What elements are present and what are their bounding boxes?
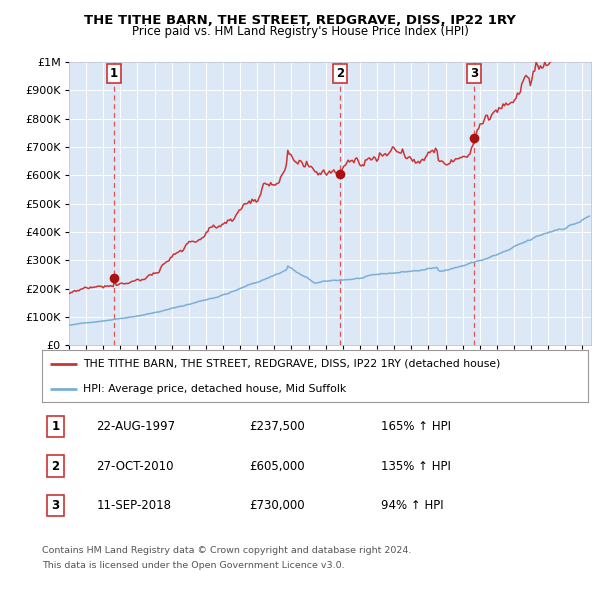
Text: 1: 1 xyxy=(110,67,118,80)
Text: 1: 1 xyxy=(52,420,60,433)
Text: 2: 2 xyxy=(52,460,60,473)
Text: 22-AUG-1997: 22-AUG-1997 xyxy=(97,420,176,433)
Text: 2: 2 xyxy=(335,67,344,80)
Text: THE TITHE BARN, THE STREET, REDGRAVE, DISS, IP22 1RY: THE TITHE BARN, THE STREET, REDGRAVE, DI… xyxy=(84,14,516,27)
Text: 94% ↑ HPI: 94% ↑ HPI xyxy=(380,499,443,512)
Text: THE TITHE BARN, THE STREET, REDGRAVE, DISS, IP22 1RY (detached house): THE TITHE BARN, THE STREET, REDGRAVE, DI… xyxy=(83,359,500,369)
Text: 27-OCT-2010: 27-OCT-2010 xyxy=(97,460,174,473)
Text: 135% ↑ HPI: 135% ↑ HPI xyxy=(380,460,451,473)
Text: £730,000: £730,000 xyxy=(250,499,305,512)
Text: Contains HM Land Registry data © Crown copyright and database right 2024.: Contains HM Land Registry data © Crown c… xyxy=(42,546,412,555)
Text: 11-SEP-2018: 11-SEP-2018 xyxy=(97,499,172,512)
Text: 165% ↑ HPI: 165% ↑ HPI xyxy=(380,420,451,433)
Text: £237,500: £237,500 xyxy=(250,420,305,433)
Text: £605,000: £605,000 xyxy=(250,460,305,473)
Text: HPI: Average price, detached house, Mid Suffolk: HPI: Average price, detached house, Mid … xyxy=(83,384,346,394)
Text: This data is licensed under the Open Government Licence v3.0.: This data is licensed under the Open Gov… xyxy=(42,560,344,569)
Text: 3: 3 xyxy=(52,499,60,512)
Text: 3: 3 xyxy=(470,67,479,80)
Text: Price paid vs. HM Land Registry's House Price Index (HPI): Price paid vs. HM Land Registry's House … xyxy=(131,25,469,38)
